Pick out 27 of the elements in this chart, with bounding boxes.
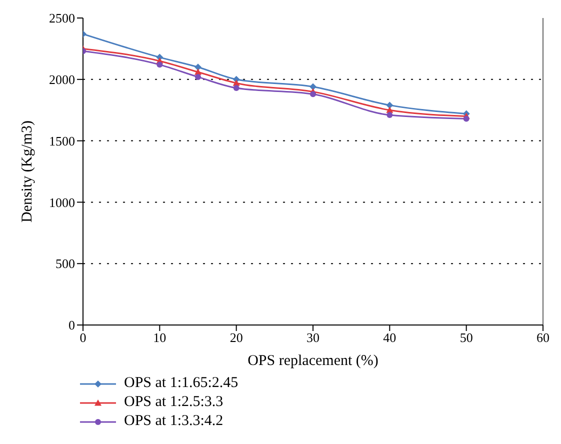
- legend-label: OPS at 1:1.65:2.45: [124, 375, 238, 392]
- point: [195, 74, 201, 80]
- x-axis-title: OPS replacement (%): [248, 353, 378, 369]
- legend-label: OPS at 1:3.3:4.2: [124, 413, 224, 430]
- y-tick-label: 2500: [49, 10, 75, 26]
- x-tick-label: 10: [153, 330, 166, 346]
- x-tick-label: 40: [383, 330, 396, 346]
- y-tick-label: 2000: [49, 72, 75, 88]
- y-tick-label: 1500: [49, 133, 75, 148]
- point: [194, 64, 202, 71]
- y-axis-title: Density (Kg/m3): [19, 120, 36, 223]
- point: [386, 102, 394, 109]
- x-tick-label: 30: [306, 330, 320, 346]
- x-tick-label: 50: [460, 330, 473, 346]
- y-tick-label: 1000: [49, 194, 75, 210]
- point: [310, 91, 316, 98]
- point: [310, 83, 316, 90]
- x-tick-label: 0: [80, 330, 86, 346]
- x-tick-label: 20: [230, 330, 243, 346]
- x-tick-label: 60: [536, 330, 550, 346]
- point: [463, 116, 470, 122]
- point: [386, 112, 393, 118]
- point: [233, 84, 240, 91]
- point: [156, 62, 163, 68]
- legend-label: OPS at 1:2.5:3.3: [124, 394, 224, 411]
- y-tick-label: 500: [56, 256, 75, 272]
- y-tick-label: 0: [68, 318, 75, 333]
